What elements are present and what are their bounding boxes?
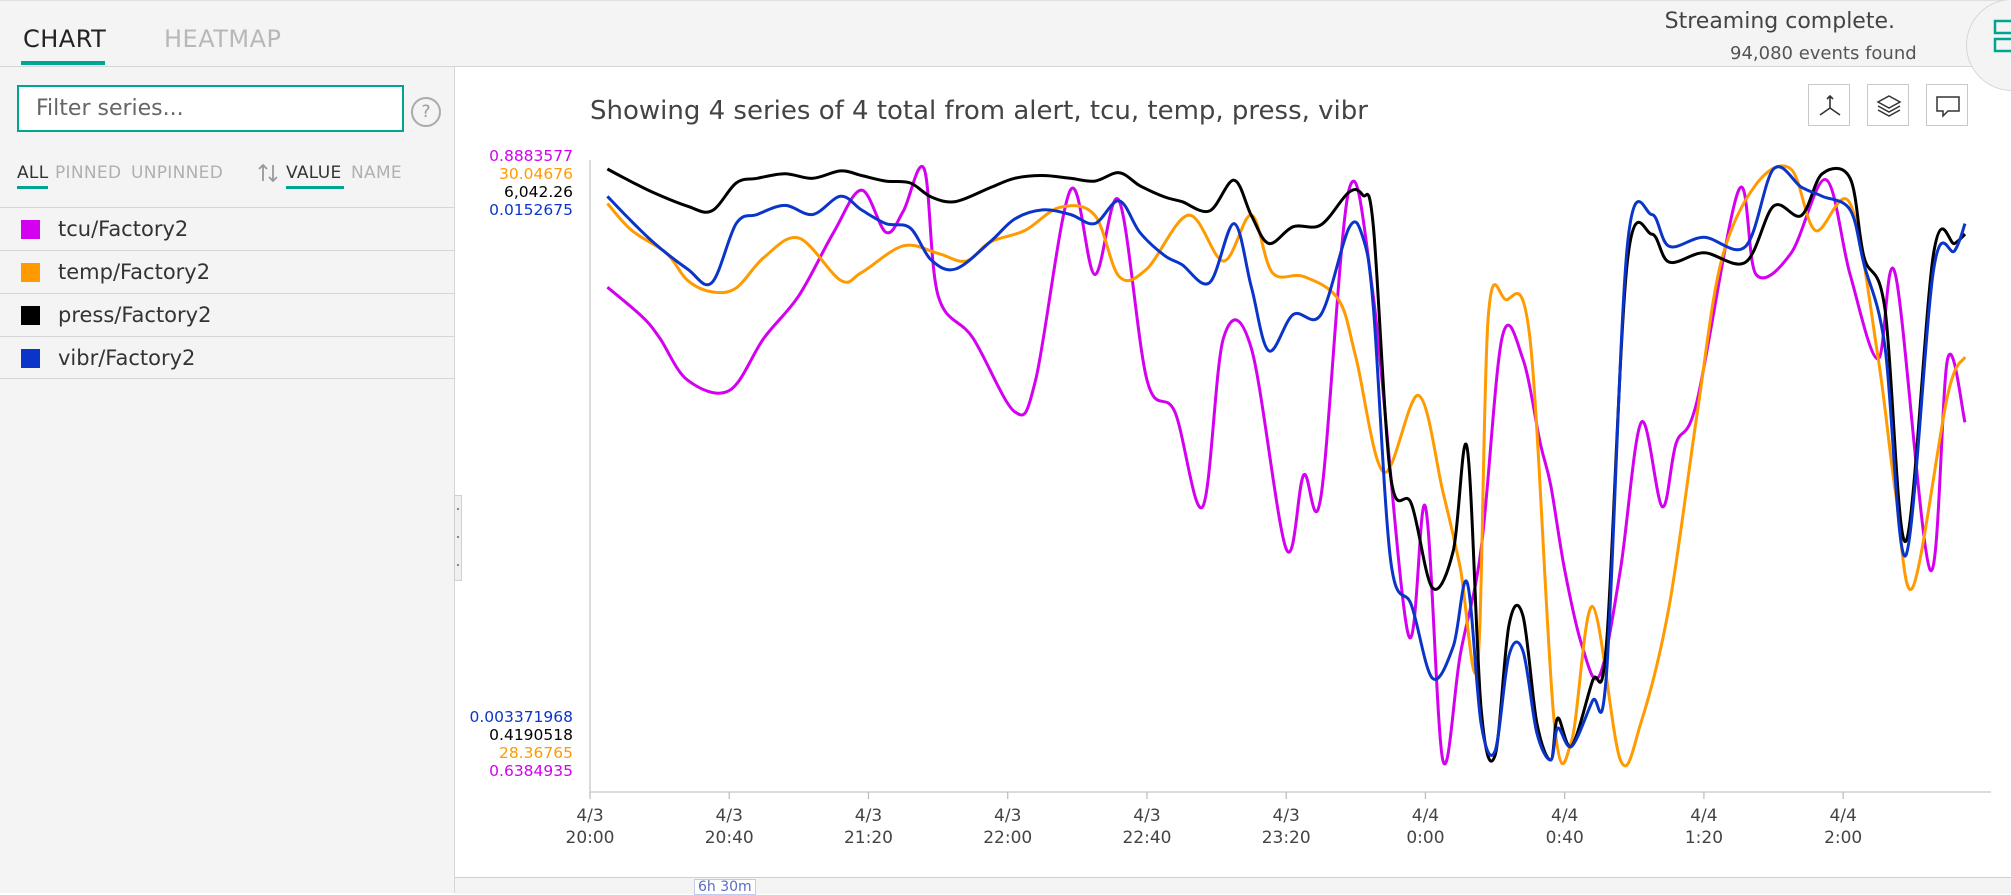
series-item-temp[interactable]: temp/Factory2: [0, 250, 454, 293]
y-axis-min-label: 0.6384935: [489, 762, 573, 780]
series-sidebar: ? ALL PINNED UNPINNED VALUE NAME tcu/Fac…: [0, 67, 455, 893]
y-axis-min-label: 0.4190518: [489, 726, 573, 744]
series-item-press[interactable]: press/Factory2: [0, 293, 454, 336]
series-color-swatch: [21, 349, 40, 368]
sort-name[interactable]: NAME: [351, 163, 402, 183]
tab-active-indicator: [21, 61, 105, 65]
streaming-status: Streaming complete.: [1664, 9, 1895, 34]
x-tick-time: 22:00: [983, 828, 1032, 848]
chart-panel: Showing 4 series of 4 total from alert, …: [454, 67, 2011, 895]
x-tick-time: 21:20: [844, 828, 893, 848]
series-color-swatch: [21, 220, 40, 239]
x-tick-time: 0:00: [1406, 828, 1444, 848]
tab-chart[interactable]: CHART: [23, 25, 107, 53]
sort-direction-icon[interactable]: [257, 162, 279, 184]
x-tick-time: 20:40: [705, 828, 754, 848]
series-item-vibr[interactable]: vibr/Factory2: [0, 336, 454, 379]
filter-unpinned[interactable]: UNPINNED: [131, 163, 224, 183]
x-tick-time: 2:00: [1824, 828, 1862, 848]
series-line-press[interactable]: [606, 166, 1967, 763]
series-line-tcu[interactable]: [606, 164, 1967, 766]
filter-pinned[interactable]: PINNED: [55, 163, 122, 183]
annotation-button[interactable]: [1926, 84, 1968, 126]
sidebar-collapse-handle[interactable]: [454, 495, 462, 581]
series-label: temp/Factory2: [58, 260, 211, 284]
x-tick-date: 4/3: [1133, 806, 1160, 826]
x-tick-time: 20:00: [566, 828, 615, 848]
y-axis-max-label: 0.8883577: [489, 147, 573, 165]
series-label: press/Factory2: [58, 303, 212, 327]
y-axis-max-label: 30.04676: [499, 165, 573, 183]
axis-toggle-button[interactable]: [1808, 84, 1850, 126]
x-tick-time: 0:40: [1546, 828, 1584, 848]
x-tick-date: 4/4: [1690, 806, 1717, 826]
y-axis-min-label: 28.36765: [499, 744, 573, 762]
x-tick-date: 4/3: [855, 806, 882, 826]
series-label: vibr/Factory2: [58, 346, 196, 370]
series-label: tcu/Factory2: [58, 217, 189, 241]
series-line-temp[interactable]: [606, 164, 1967, 768]
y-axis-max-label: 6,042.26: [504, 183, 573, 201]
y-axis-min-label: 0.003371968: [469, 708, 573, 726]
layers-icon: [1876, 95, 1902, 117]
x-tick-date: 4/3: [994, 806, 1021, 826]
x-tick-date: 4/4: [1829, 806, 1856, 826]
x-tick-time: 23:20: [1262, 828, 1311, 848]
help-icon[interactable]: ?: [411, 97, 441, 127]
sort-value-underline: [286, 186, 344, 189]
x-tick-time: 1:20: [1685, 828, 1723, 848]
x-tick-time: 22:40: [1122, 828, 1171, 848]
sort-value[interactable]: VALUE: [286, 163, 342, 183]
filter-series-input[interactable]: [17, 85, 404, 132]
series-list: tcu/Factory2 temp/Factory2 press/Factory…: [0, 207, 454, 379]
axis-icon: [1819, 94, 1841, 116]
comment-icon: [1936, 96, 1960, 118]
layers-button[interactable]: [1867, 84, 1909, 126]
x-tick-date: 4/3: [716, 806, 743, 826]
series-line-vibr[interactable]: [606, 165, 1967, 762]
filter-all-underline: [17, 186, 48, 189]
filter-all[interactable]: ALL: [17, 163, 49, 183]
x-tick-date: 4/3: [576, 806, 603, 826]
series-color-swatch: [21, 306, 40, 325]
series-color-swatch: [21, 263, 40, 282]
time-brush[interactable]: [455, 877, 2011, 894]
chart-title: Showing 4 series of 4 total from alert, …: [590, 96, 1368, 126]
events-count: 94,080 events found: [1730, 43, 1917, 64]
x-tick-date: 4/4: [1412, 806, 1439, 826]
top-bar: CHART HEATMAP Streaming complete. 94,080…: [0, 0, 2011, 91]
x-tick-date: 4/4: [1551, 806, 1578, 826]
series-item-tcu[interactable]: tcu/Factory2: [0, 207, 454, 250]
tab-heatmap[interactable]: HEATMAP: [164, 25, 282, 53]
y-axis-max-label: 0.0152675: [489, 201, 573, 219]
panel-layout-icon: [1993, 19, 2011, 53]
x-tick-date: 4/3: [1273, 806, 1300, 826]
